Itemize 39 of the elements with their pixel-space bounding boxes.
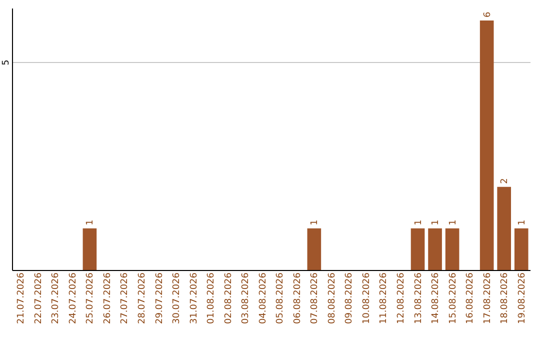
x-tick-label: 11.08.2026 <box>379 272 390 324</box>
data-label: 1 <box>431 220 442 226</box>
x-tick-label: 24.07.2026 <box>68 272 78 324</box>
x-tick-label: 08.08.2026 <box>327 272 338 324</box>
x-tick-label: 26.07.2026 <box>102 272 113 324</box>
x-tick-label: 29.07.2026 <box>154 272 165 324</box>
x-tick-label: 10.08.2026 <box>362 272 372 324</box>
x-tick-label: 04.08.2026 <box>258 272 268 324</box>
x-tick-label: 06.08.2026 <box>292 272 303 324</box>
data-label: 1 <box>310 220 320 226</box>
x-tick-label: 18.08.2026 <box>500 272 510 324</box>
x-tick-label: 07.08.2026 <box>310 272 320 324</box>
x-tick-label: 01.08.2026 <box>206 272 217 324</box>
x-tick-label: 13.08.2026 <box>414 272 424 324</box>
x-tick-label: 16.08.2026 <box>466 272 476 324</box>
x-tick-label: 23.07.2026 <box>51 272 62 324</box>
x-tick-label: 27.07.2026 <box>120 272 130 324</box>
x-tick-label: 31.07.2026 <box>189 272 200 324</box>
y-tick-label: 5 <box>2 60 12 66</box>
x-tick-label: 15.08.2026 <box>448 272 458 324</box>
data-label: 1 <box>517 220 528 226</box>
data-label: 1 <box>414 220 424 226</box>
x-tick-label: 22.07.2026 <box>34 272 44 324</box>
x-tick-label: 28.07.2026 <box>138 272 148 324</box>
x-tick-label: 25.07.2026 <box>86 272 96 324</box>
x-tick-label: 30.07.2026 <box>172 272 182 324</box>
x-tick-label: 09.08.2026 <box>344 272 355 324</box>
data-label: 1 <box>448 220 458 226</box>
data-label: 1 <box>86 220 96 226</box>
data-label: 6 <box>482 11 493 18</box>
x-tick-label: 12.08.2026 <box>396 272 406 324</box>
x-tick-label: 05.08.2026 <box>276 272 286 324</box>
x-tick-label: 02.08.2026 <box>224 272 234 324</box>
x-tick-label: 14.08.2026 <box>431 272 442 324</box>
data-label: 2 <box>500 178 510 184</box>
x-tick-label: 19.08.2026 <box>517 272 528 324</box>
x-tick-label: 17.08.2026 <box>482 272 493 324</box>
x-tick-label: 03.08.2026 <box>241 272 252 324</box>
x-tick-label: 21.07.2026 <box>16 272 27 324</box>
